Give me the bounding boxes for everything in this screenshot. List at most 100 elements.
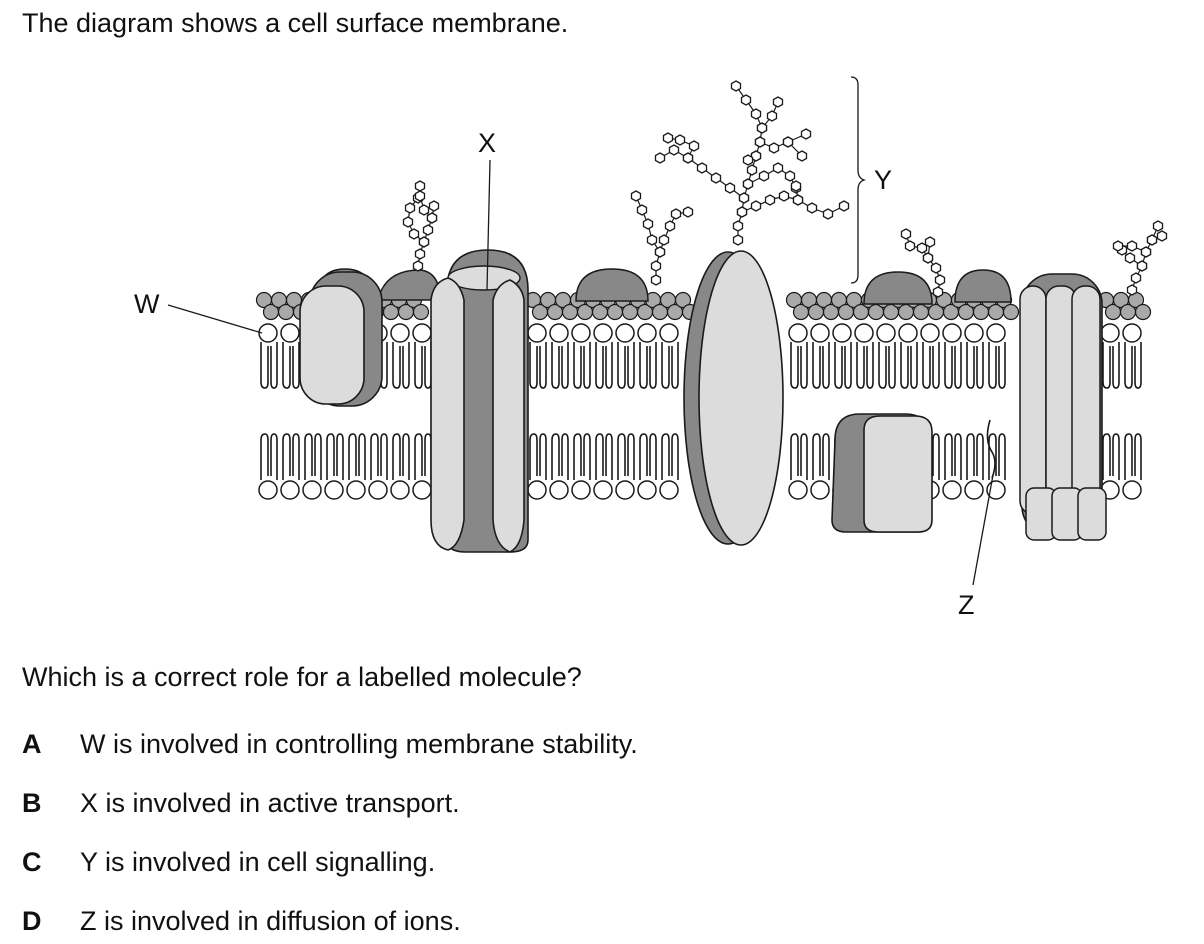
option-a[interactable]: A W is involved in controlling membrane …	[22, 725, 638, 763]
label-x: X	[478, 128, 496, 291]
sugar-unit	[414, 190, 426, 202]
phospholipid-tails	[617, 433, 635, 481]
label-z-text: Z	[958, 590, 975, 620]
phospholipid-tails	[834, 341, 852, 389]
phospholipid-head	[390, 323, 410, 343]
option-b[interactable]: B X is involved in active transport.	[22, 784, 460, 822]
sugar-unit	[1130, 272, 1142, 284]
phospholipid-head	[346, 480, 366, 500]
sugar-unit	[418, 236, 430, 248]
sugar-unit	[724, 182, 736, 194]
sugar-unit	[422, 224, 434, 236]
sugar-unit	[742, 154, 754, 166]
label-x-leader	[486, 159, 491, 291]
sugar-unit	[822, 208, 834, 220]
phospholipid-tails	[282, 341, 300, 389]
protein-subunit	[1019, 285, 1047, 515]
sugar-unit	[710, 172, 722, 184]
dark-head	[674, 291, 692, 309]
sugar-unit	[934, 274, 946, 286]
phospholipid-tails	[414, 341, 432, 389]
sugar-unit	[412, 260, 424, 272]
phospholipid-head	[258, 480, 278, 500]
sugar-unit	[654, 152, 666, 164]
sugar-unit	[1112, 240, 1124, 252]
sugar-unit	[404, 202, 416, 214]
peripheral-protein	[377, 269, 441, 301]
sugar-unit	[750, 200, 762, 212]
phospholipid-head	[788, 480, 808, 500]
sugar-unit	[790, 180, 802, 192]
phospholipid-head	[412, 480, 432, 500]
sugar-unit	[796, 150, 808, 162]
sugar-unit	[768, 142, 780, 154]
sugar-unit	[658, 234, 670, 246]
label-y-brace	[850, 76, 867, 284]
option-c-text: Y is involved in cell signalling.	[80, 847, 436, 877]
phospholipid-head	[571, 480, 591, 500]
phospholipid-tails	[922, 341, 940, 389]
phospholipid-tails	[326, 433, 344, 481]
phospholipid-tails	[988, 341, 1006, 389]
channel-protein-left	[430, 277, 465, 551]
peripheral-protein	[954, 269, 1012, 303]
phospholipid-tails	[282, 433, 300, 481]
phospholipid-head	[637, 480, 657, 500]
phospholipid-tails	[966, 341, 984, 389]
protein-subunit	[1071, 285, 1101, 515]
option-d-letter: D	[22, 906, 42, 936]
sugar-unit	[674, 134, 686, 146]
phospholipid-head	[964, 480, 984, 500]
sugar-unit	[664, 220, 676, 232]
sugar-unit	[730, 80, 742, 92]
phospholipid-head	[615, 480, 635, 500]
sugar-unit	[696, 162, 708, 174]
sugar-unit	[650, 274, 662, 286]
phospholipid-head	[637, 323, 657, 343]
phospholipid-tails	[790, 341, 808, 389]
sugar-unit	[732, 234, 744, 246]
membrane-proteins	[299, 249, 1107, 553]
sugar-unit	[732, 220, 744, 232]
phospholipid-head	[549, 480, 569, 500]
sugar-unit	[838, 200, 850, 212]
sugar-unit	[742, 178, 754, 190]
phospholipid-tails	[944, 433, 962, 481]
phospholipid-head	[571, 323, 591, 343]
sugar-unit	[750, 108, 762, 120]
glycocalyx-chains	[402, 80, 1168, 298]
phospholipid-tails	[1124, 433, 1142, 481]
phospholipid-tails	[414, 433, 432, 481]
sugar-unit	[636, 204, 648, 216]
sugar-unit	[650, 260, 662, 272]
sugar-unit	[900, 228, 912, 240]
option-a-letter: A	[22, 729, 42, 759]
phospholipid-tails	[529, 433, 547, 481]
sugar-unit	[630, 190, 642, 202]
option-d[interactable]: D Z is involved in diffusion of ions.	[22, 902, 461, 940]
dark-head	[412, 303, 430, 321]
phospholipid-tails	[878, 341, 896, 389]
phospholipid-head	[302, 480, 322, 500]
phospholipid-head	[412, 323, 432, 343]
phospholipid-head	[324, 480, 344, 500]
protein-base-unit	[1077, 487, 1107, 541]
sugar-unit	[408, 228, 420, 240]
sugar-unit	[646, 234, 658, 246]
phospholipid-tails	[1102, 433, 1120, 481]
phospholipid-tails	[661, 433, 679, 481]
sugar-unit	[784, 170, 796, 182]
phospholipid-head	[942, 480, 962, 500]
sugar-unit	[904, 240, 916, 252]
phospholipid-head	[659, 480, 679, 500]
sugar-unit	[932, 286, 944, 298]
sugar-unit	[682, 206, 694, 218]
label-z: Z	[958, 474, 994, 620]
phospholipid-tails	[790, 433, 808, 481]
label-w: W	[134, 289, 263, 334]
sugar-unit	[682, 152, 694, 164]
phospholipid-tails	[812, 433, 830, 481]
sugar-unit	[670, 208, 682, 220]
phospholipid-tails	[595, 433, 613, 481]
option-c[interactable]: C Y is involved in cell signalling.	[22, 843, 435, 881]
